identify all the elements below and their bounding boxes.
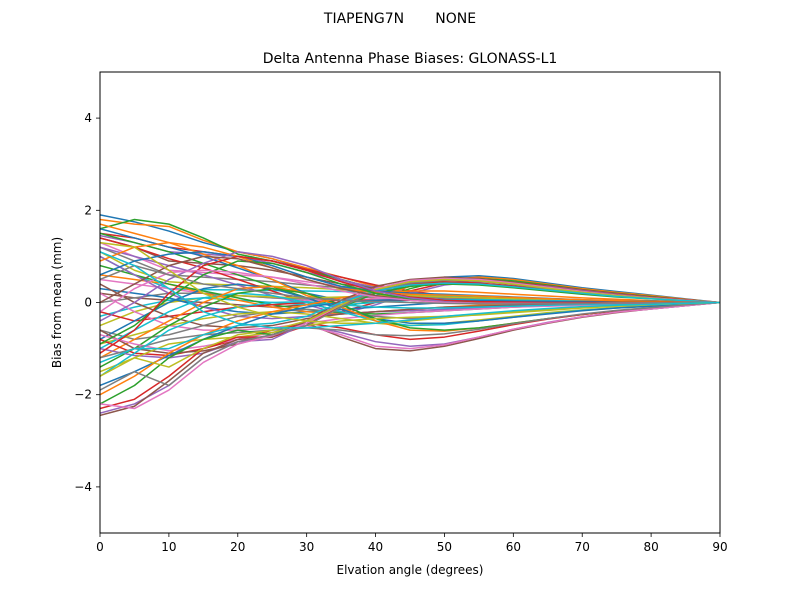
x-axis: 0 10 20 30 40 50 60 70 80 90 (96, 533, 728, 554)
x-tick-label: 40 (368, 540, 383, 554)
y-tick-label: 2 (84, 203, 92, 217)
figure-suptitle: TIAPENG7N NONE (323, 11, 476, 27)
y-tick-label: 0 (84, 296, 92, 310)
series-line-52 (100, 241, 720, 304)
x-tick-label: 30 (299, 540, 314, 554)
y-axis-label: Bias from mean (mm) (50, 237, 64, 368)
y-tick-label: 4 (84, 111, 92, 125)
series-line-31 (100, 283, 720, 341)
x-tick-label: 0 (96, 540, 104, 554)
series-line-49 (100, 278, 720, 377)
y-axis: −4 −2 0 2 4 (74, 111, 100, 494)
x-tick-label: 50 (437, 540, 452, 554)
x-tick-label: 70 (575, 540, 590, 554)
series-line-37 (100, 301, 720, 352)
x-tick-label: 10 (161, 540, 176, 554)
series-layer (100, 214, 720, 417)
x-tick-label: 90 (712, 540, 727, 554)
x-tick-label: 80 (643, 540, 658, 554)
x-axis-label: Elvation angle (degrees) (337, 563, 484, 577)
chart-title: Delta Antenna Phase Biases: GLONASS-L1 (263, 51, 558, 67)
series-line-50 (100, 282, 720, 364)
series-line-60 (100, 251, 720, 329)
y-tick-label: −4 (74, 480, 92, 494)
series-line-58 (100, 264, 720, 305)
y-tick-label: −2 (74, 388, 92, 402)
x-tick-label: 60 (506, 540, 521, 554)
x-tick-label: 20 (230, 540, 245, 554)
